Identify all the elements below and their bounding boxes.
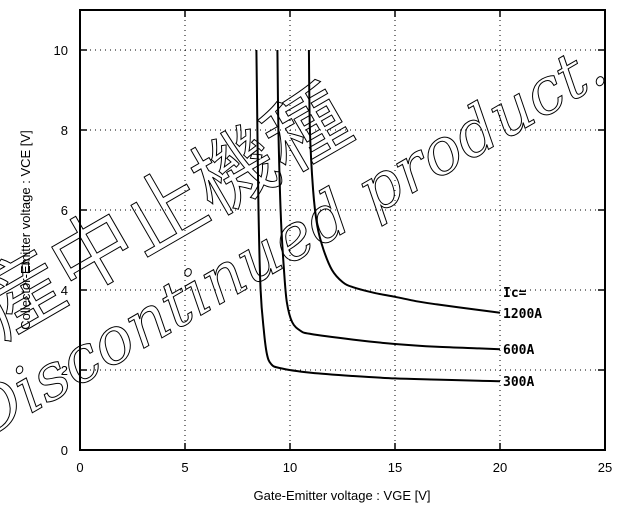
grid-lines bbox=[80, 10, 605, 450]
plot-frame bbox=[79, 9, 606, 451]
tick-marks bbox=[79, 10, 606, 451]
x-axis-title: Gate-Emitter voltage : VGE [V] bbox=[253, 488, 430, 503]
y-tick-label: 8 bbox=[61, 123, 68, 138]
series-label-1200a: 1200A bbox=[503, 307, 542, 322]
discontinued-watermark: 生産中止機種 Discontinued product. bbox=[0, 28, 619, 455]
x-tick-label: 10 bbox=[283, 460, 297, 475]
curve-1200a bbox=[307, 49, 501, 314]
series-label-300a: 300A bbox=[503, 375, 534, 390]
y-tick-label: 0 bbox=[61, 443, 68, 458]
y-tick-labels: 0 2 4 6 8 10 bbox=[54, 43, 68, 458]
y-tick-label: 2 bbox=[61, 363, 68, 378]
ic-annotation-header: Ic= bbox=[503, 286, 527, 301]
y-tick-label: 4 bbox=[61, 283, 68, 298]
y-axis-title: Collector-Emitter voltage : VCE [V] bbox=[18, 130, 33, 329]
curves-layer bbox=[255, 49, 501, 383]
x-tick-label: 0 bbox=[76, 460, 83, 475]
x-tick-label: 15 bbox=[388, 460, 402, 475]
curve-600a bbox=[276, 49, 501, 351]
y-tick-label: 10 bbox=[54, 43, 68, 58]
series-labels: 300A 600A 1200A bbox=[503, 307, 542, 390]
x-tick-labels: 0 5 10 15 20 25 bbox=[76, 460, 612, 475]
x-tick-label: 5 bbox=[181, 460, 188, 475]
x-tick-label: 25 bbox=[598, 460, 612, 475]
x-tick-label: 20 bbox=[493, 460, 507, 475]
series-label-600a: 600A bbox=[503, 343, 534, 358]
curve-300a bbox=[255, 49, 501, 383]
y-tick-label: 6 bbox=[61, 203, 68, 218]
